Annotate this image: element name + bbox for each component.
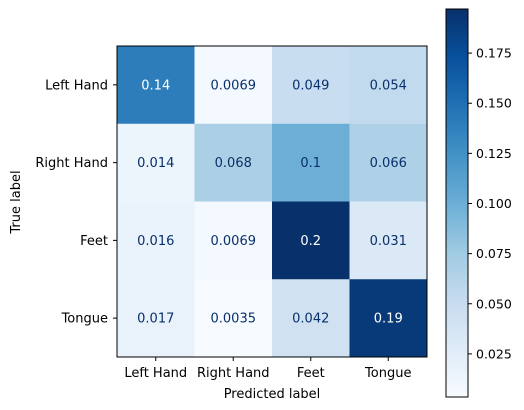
x-tick-label: Feet [297, 366, 325, 381]
cell-value-label: 0.016 [137, 234, 174, 249]
x-tick-label: Right Hand [197, 366, 270, 381]
heatmap-cell [349, 123, 428, 202]
heatmap-cell-labels: 0.14 0.0069 0.049 0.054 0.014 0.068 0.1 0.066 0.… [137, 78, 407, 326]
heatmap-cell [272, 201, 350, 280]
heatmap-cell [117, 46, 195, 125]
cell-value-label: 0.0069 [211, 78, 257, 93]
cell-value-label: 0.042 [292, 312, 329, 327]
cell-value-label: 0.0035 [211, 312, 257, 327]
cell-value-label: 0.031 [370, 234, 407, 249]
y-axis-ticks: Left Hand Right Hand Feet Tongue [35, 78, 117, 327]
y-axis-label: True label [9, 170, 24, 234]
colorbar-tick-label: 0.025 [476, 346, 512, 361]
heatmap-cell [117, 201, 195, 280]
heatmap-cell [194, 46, 273, 125]
x-tick-label: Tongue [364, 366, 411, 381]
heatmap-cell [194, 279, 273, 358]
heatmap-cell [194, 201, 273, 280]
colorbar-tick-label: 0.125 [476, 146, 512, 161]
plot-frame [116, 45, 428, 358]
cell-value-label: 0.014 [137, 156, 174, 171]
heatmap-cell [349, 46, 428, 125]
cell-value-label: 0.054 [370, 78, 407, 93]
x-tick-label: Left Hand [124, 366, 187, 381]
x-axis-label: Predicted label [224, 387, 321, 402]
heatmap-cell [272, 279, 350, 358]
y-tick-label: Tongue [61, 312, 108, 327]
x-axis-ticks: Left Hand Right Hand Feet Tongue [124, 357, 411, 381]
colorbar-tick-label: 0.100 [476, 196, 512, 211]
colorbar [445, 8, 469, 398]
heatmap-cells [117, 46, 428, 358]
heatmap-cell [272, 46, 350, 125]
colorbar-tick-label: 0.175 [476, 46, 512, 61]
cell-value-label: 0.14 [141, 78, 170, 93]
heatmap-cell [349, 279, 428, 358]
colorbar-tick-label: 0.150 [476, 96, 512, 111]
colorbar-tick-label: 0.075 [476, 246, 512, 261]
cell-value-label: 0.068 [215, 156, 252, 171]
cell-value-label: 0.017 [137, 312, 174, 327]
colorbar-ticks: 0.025 0.050 0.075 0.100 0.125 0.150 0.175 [468, 46, 512, 361]
cell-value-label: 0.0069 [211, 234, 257, 249]
heatmap-cell [349, 201, 428, 280]
cell-value-label: 0.19 [374, 312, 403, 327]
heatmap-cell [272, 123, 350, 202]
heatmap-cell [117, 279, 195, 358]
y-tick-label: Left Hand [45, 78, 108, 93]
cell-value-label: 0.049 [292, 78, 329, 93]
y-tick-label: Right Hand [35, 156, 108, 171]
heatmap-cell [117, 123, 195, 202]
cell-value-label: 0.066 [370, 156, 407, 171]
cell-value-label: 0.2 [300, 234, 321, 249]
colorbar-tick-label: 0.050 [476, 296, 512, 311]
heatmap-cell [194, 123, 273, 202]
cell-value-label: 0.1 [300, 156, 321, 171]
y-tick-label: Feet [80, 234, 108, 249]
